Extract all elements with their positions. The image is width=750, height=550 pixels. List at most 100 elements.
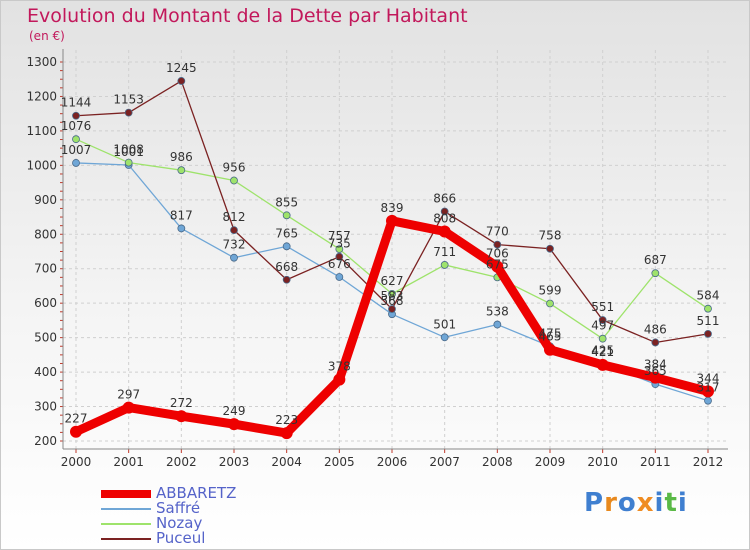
x-tick-label: 2012	[693, 455, 724, 469]
x-tick-label: 2009	[535, 455, 566, 469]
data-point-saffr-	[72, 159, 80, 167]
data-point-puceul	[124, 108, 133, 117]
data-label-puceul: 1245	[166, 61, 197, 75]
data-label-abbaretz: 272	[170, 396, 193, 410]
data-point-puceul	[546, 244, 554, 253]
data-point-nozay	[230, 176, 238, 185]
data-label-saffr-: 817	[170, 208, 193, 222]
data-point-puceul	[440, 207, 449, 216]
y-tick-labels: 200 300 400 500 600 700 800 900 1000 1100 1200 1300	[26, 55, 57, 448]
data-point-nozay	[440, 261, 449, 269]
legend-label: Saffré	[156, 499, 201, 517]
x-tick-label: 2001	[113, 455, 144, 469]
data-label-puceul: 1144	[61, 96, 92, 110]
legend-item: Puceul	[101, 529, 261, 547]
data-point-nozay	[598, 334, 607, 343]
data-label-puceul: 812	[223, 210, 246, 224]
data-point-nozay	[282, 211, 291, 220]
data-point-nozay	[388, 289, 396, 298]
y-tick-label: 1000	[26, 158, 57, 172]
data-label-abbaretz: 378	[328, 360, 351, 374]
data-label-nozay: 687	[644, 253, 667, 267]
data-label-nozay: 855	[275, 195, 298, 209]
data-point-puceul	[704, 329, 712, 338]
axes	[60, 49, 728, 453]
data-point-abbaretz	[280, 427, 293, 440]
data-label-puceul: 551	[591, 300, 614, 314]
data-label-puceul: 583	[381, 289, 404, 303]
data-point-abbaretz	[70, 425, 82, 438]
data-point-saffr-	[440, 333, 449, 342]
data-label-nozay: 1076	[61, 119, 92, 133]
y-tick-label: 1300	[26, 55, 57, 69]
data-point-puceul	[598, 316, 607, 324]
data-label-puceul: 866	[433, 192, 456, 206]
chart-title: Evolution du Montant de la Dette par Hab…	[27, 5, 468, 27]
data-point-saffr-	[282, 242, 291, 251]
data-point-puceul	[72, 111, 80, 120]
data-label-abbaretz: 421	[591, 345, 614, 359]
data-label-saffr-: 1001	[113, 145, 144, 159]
legend-label: Nozay	[156, 514, 203, 532]
chart-subtitle: (en €)	[29, 29, 65, 43]
data-point-puceul	[230, 226, 238, 235]
y-tick-label: 1100	[26, 124, 57, 138]
data-label-saffr-: 732	[223, 238, 246, 252]
data-point-abbaretz	[491, 260, 504, 273]
y-tick-label: 500	[34, 331, 57, 345]
data-label-saffr-: 425	[591, 343, 614, 357]
x-tick-label: 2003	[219, 455, 250, 469]
data-label-abbaretz: 249	[223, 404, 246, 418]
data-point-puceul	[651, 338, 660, 347]
data-point-saffr-	[493, 320, 502, 329]
data-point-abbaretz	[596, 358, 609, 371]
y-tick-label: 800	[34, 227, 57, 241]
data-point-abbaretz	[333, 373, 346, 386]
data-point-nozay	[124, 158, 133, 167]
data-point-nozay	[72, 135, 80, 144]
data-label-saffr-: 765	[275, 226, 298, 240]
legend-swatch	[101, 490, 151, 498]
y-tick-label: 200	[34, 434, 57, 448]
legend: ABBARETZ Saffré Nozay Puceul	[101, 484, 261, 547]
data-label-abbaretz: 706	[486, 247, 509, 261]
data-label-abbaretz: 297	[117, 388, 140, 402]
proxiti-logo: Proxiti	[584, 488, 688, 518]
data-label-saffr-: 538	[486, 305, 509, 319]
y-tick-label: 1200	[26, 89, 57, 103]
y-tick-label: 400	[34, 365, 57, 379]
legend-label: Puceul	[156, 529, 206, 547]
data-label-abbaretz: 384	[644, 358, 667, 372]
data-label-saffr-: 568	[381, 294, 404, 308]
data-label-saffr-: 676	[328, 257, 351, 271]
x-tick-labels: 2000 2001 2002 2003 2004 2005 2006 2007 2008 2009…	[61, 455, 724, 469]
x-tick-label: 2000	[61, 455, 92, 469]
data-label-abbaretz: 465	[539, 330, 562, 344]
y-tick-label: 600	[34, 296, 57, 310]
data-point-saffr-	[177, 224, 186, 233]
legend-item: Nozay	[101, 514, 261, 532]
data-label-nozay: 711	[433, 245, 456, 259]
x-tick-label: 2010	[587, 455, 618, 469]
data-label-nozay: 497	[591, 319, 614, 333]
legend-swatch	[101, 538, 151, 540]
data-label-puceul: 668	[275, 260, 298, 274]
x-tick-label: 2008	[482, 455, 513, 469]
x-tick-label: 2002	[166, 455, 197, 469]
data-label-abbaretz: 808	[433, 212, 456, 226]
data-label-saffr-: 365	[644, 364, 667, 378]
data-point-saffr-	[335, 273, 344, 281]
legend-swatch	[101, 508, 151, 510]
data-point-puceul	[282, 275, 291, 284]
data-point-puceul	[335, 252, 344, 261]
x-tick-label: 2007	[429, 455, 460, 469]
legend-label: ABBARETZ	[156, 484, 237, 502]
y-tick-label: 700	[34, 262, 57, 276]
data-label-nozay: 986	[170, 150, 193, 164]
data-point-puceul	[493, 240, 502, 249]
x-tick-label: 2011	[640, 455, 671, 469]
data-point-nozay	[335, 245, 344, 253]
data-label-abbaretz: 227	[65, 412, 88, 426]
legend-item: Saffré	[101, 499, 261, 517]
